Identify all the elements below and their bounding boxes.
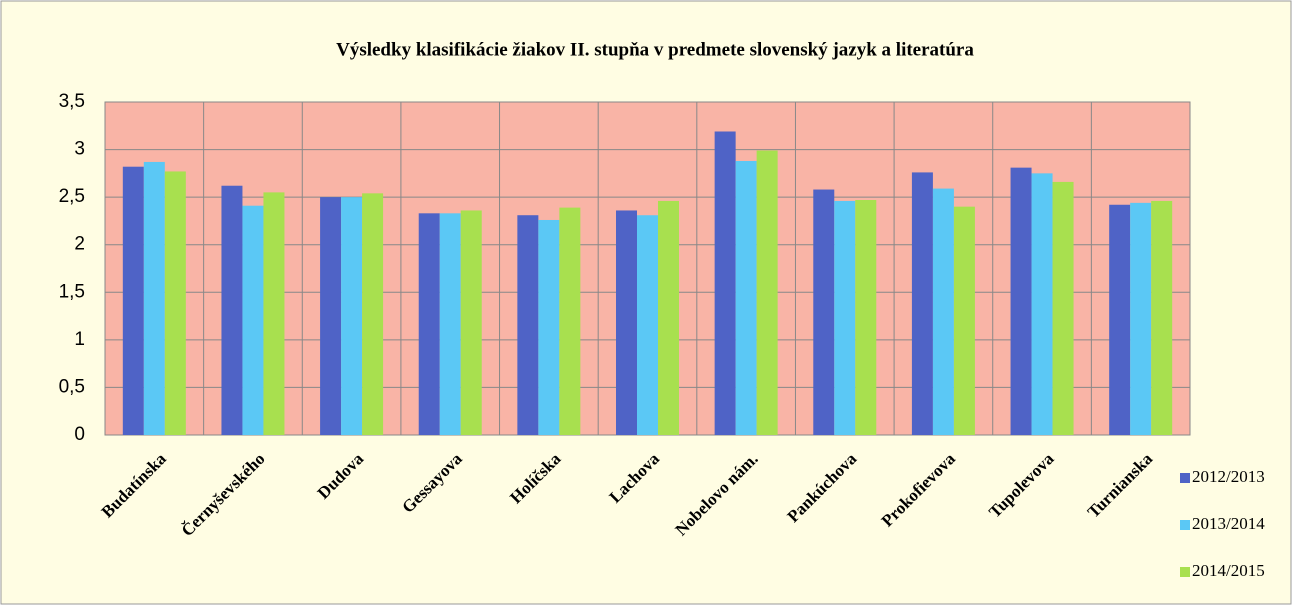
bar (855, 199, 877, 435)
chart-title: Výsledky klasifikácie žiakov II. stupňa … (336, 39, 974, 60)
y-tick-label: 1,5 (59, 281, 85, 302)
bar (538, 219, 560, 435)
bar (164, 171, 186, 435)
bar (460, 210, 482, 435)
legend-label: 2014/2015 (1192, 561, 1265, 580)
y-tick-label: 1 (74, 329, 85, 350)
y-tick-label: 2 (74, 234, 85, 255)
legend-swatch (1180, 473, 1190, 483)
bar (1130, 202, 1152, 435)
bar (517, 215, 539, 435)
bar (637, 215, 658, 435)
bar (559, 207, 581, 435)
bar (362, 193, 384, 435)
y-tick-label: 2,5 (59, 186, 85, 207)
legend-label: 2013/2014 (1192, 514, 1265, 533)
legend-swatch (1180, 567, 1190, 577)
bar (341, 197, 363, 435)
bar (735, 160, 757, 435)
bar (911, 172, 933, 436)
bar (953, 206, 975, 435)
bar (1031, 173, 1053, 435)
bar (932, 188, 954, 435)
bar (658, 200, 679, 435)
bar (834, 200, 856, 435)
bar (122, 166, 144, 435)
y-tick-label: 3,5 (59, 91, 85, 112)
bar (1010, 167, 1032, 436)
bar (221, 185, 243, 435)
bar (263, 192, 285, 435)
y-tick-label: 0,5 (59, 376, 85, 397)
bar (714, 131, 736, 435)
bar (756, 150, 778, 435)
bar (439, 213, 461, 435)
bar (813, 189, 835, 435)
bar (143, 161, 165, 435)
y-tick-label: 3 (74, 139, 85, 160)
legend-label: 2012/2013 (1192, 467, 1265, 486)
bar (242, 205, 264, 435)
bar (1151, 200, 1173, 435)
legend-swatch (1180, 520, 1190, 530)
bar (616, 210, 637, 435)
y-tick-label: 0 (74, 424, 85, 445)
bar (1052, 181, 1074, 435)
bar (320, 197, 342, 435)
bar (418, 213, 440, 435)
bar (1109, 204, 1131, 435)
